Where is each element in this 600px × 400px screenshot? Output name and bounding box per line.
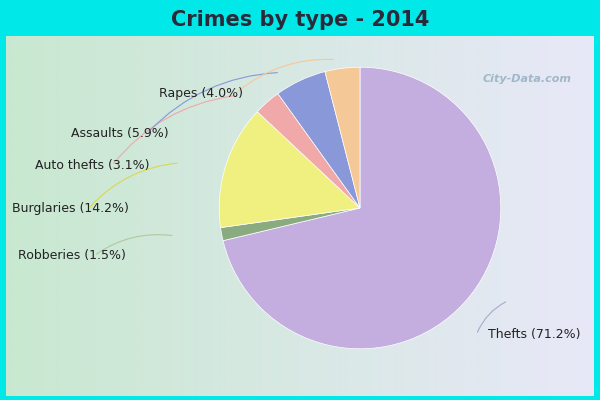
Wedge shape xyxy=(278,72,360,208)
Wedge shape xyxy=(223,67,501,349)
Wedge shape xyxy=(325,67,360,208)
Text: Rapes (4.0%): Rapes (4.0%) xyxy=(159,87,243,100)
Wedge shape xyxy=(219,112,360,228)
Text: Thefts (71.2%): Thefts (71.2%) xyxy=(488,328,581,341)
Text: Burglaries (14.2%): Burglaries (14.2%) xyxy=(12,202,129,215)
Wedge shape xyxy=(257,94,360,208)
Text: Robberies (1.5%): Robberies (1.5%) xyxy=(18,249,125,262)
Text: Crimes by type - 2014: Crimes by type - 2014 xyxy=(171,10,429,30)
Wedge shape xyxy=(221,208,360,241)
Text: City-Data.com: City-Data.com xyxy=(482,74,571,84)
Text: Assaults (5.9%): Assaults (5.9%) xyxy=(71,127,169,140)
Text: Auto thefts (3.1%): Auto thefts (3.1%) xyxy=(35,159,150,172)
